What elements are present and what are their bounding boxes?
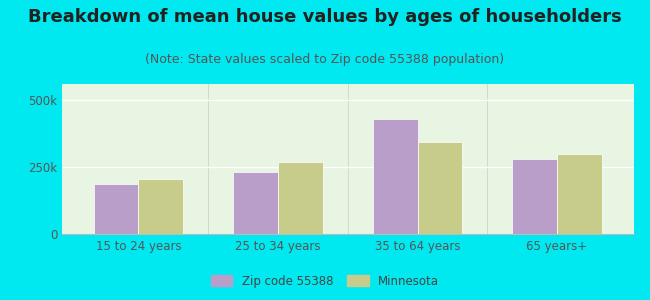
Bar xyxy=(278,162,322,234)
Bar xyxy=(233,172,278,234)
Text: Breakdown of mean house values by ages of householders: Breakdown of mean house values by ages o… xyxy=(28,8,622,26)
Bar xyxy=(417,142,462,234)
Bar xyxy=(557,154,602,234)
Bar xyxy=(94,184,138,234)
Legend: Zip code 55388, Minnesota: Zip code 55388, Minnesota xyxy=(207,271,443,291)
Bar xyxy=(138,179,183,234)
Text: (Note: State values scaled to Zip code 55388 population): (Note: State values scaled to Zip code 5… xyxy=(146,52,504,65)
Bar xyxy=(512,159,557,234)
Bar xyxy=(373,119,417,234)
